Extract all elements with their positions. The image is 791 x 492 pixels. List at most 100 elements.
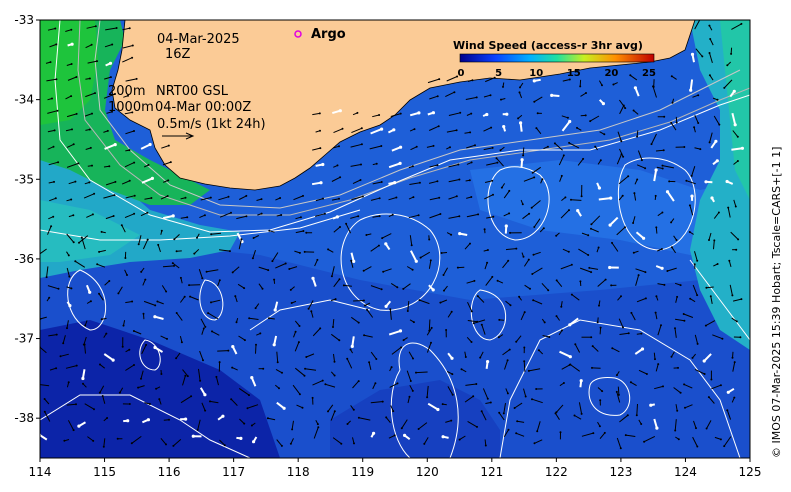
- vector-arrow-head: [268, 317, 270, 320]
- vector-arrow: [732, 362, 736, 372]
- vector-arrow-head: [601, 102, 606, 106]
- vector-arrow: [534, 96, 543, 103]
- vector-arrow-head: [243, 422, 246, 425]
- vector-arrow-head: [132, 330, 135, 332]
- vector-arrow: [406, 266, 413, 271]
- vector-arrow-head: [254, 307, 257, 310]
- vector-arrow-head: [146, 238, 149, 241]
- vector-arrow-head: [131, 111, 134, 114]
- vector-arrow-head: [380, 181, 383, 183]
- vector-arrow-head: [203, 393, 207, 397]
- vector-arrow-head: [70, 42, 74, 46]
- vector-arrow-head: [120, 224, 123, 227]
- vector-arrow: [141, 177, 153, 184]
- vector-arrow-head: [674, 327, 676, 330]
- vector-arrow-head: [154, 304, 157, 307]
- vector-arrow: [502, 260, 509, 269]
- vector-arrow-head: [175, 357, 178, 360]
- vector-arrow-head: [476, 425, 478, 428]
- vector-arrow-head: [671, 101, 674, 104]
- vector-arrow-head: [652, 85, 654, 88]
- vector-arrow-head: [210, 233, 213, 236]
- vector-arrow-head: [51, 97, 53, 100]
- vector-arrow: [182, 369, 189, 377]
- vector-arrow-head: [718, 123, 721, 126]
- vector-arrow-head: [88, 290, 92, 294]
- vector-arrow-head: [419, 256, 422, 259]
- vector-arrow-head: [333, 410, 336, 413]
- vector-arrow: [180, 216, 188, 219]
- vector-arrow-head: [670, 221, 673, 224]
- vector-arrow-head: [50, 225, 53, 228]
- vector-arrow-head: [190, 395, 193, 398]
- vector-arrow-head: [609, 196, 613, 200]
- vector-arrow-head: [99, 363, 101, 366]
- vector-arrow: [713, 240, 715, 250]
- vector-arrow-head: [91, 112, 93, 115]
- vector-arrow-head: [597, 246, 600, 249]
- vector-arrow-head: [458, 438, 461, 441]
- vector-arrow-head: [426, 396, 429, 399]
- vector-arrow-head: [148, 142, 152, 147]
- vector-arrow-head: [398, 329, 403, 333]
- vector-arrow-head: [334, 298, 337, 301]
- vector-arrow-head: [84, 324, 87, 327]
- colorbar-ticks: 0 5 10 15 20 25: [458, 68, 656, 79]
- vector-arrow: [448, 195, 457, 200]
- vector-arrow-head: [677, 366, 679, 369]
- vector-arrow: [138, 235, 142, 245]
- vector-arrow: [505, 248, 517, 251]
- x-tick-label: 119: [351, 465, 374, 479]
- vector-arrow-head: [321, 162, 325, 167]
- x-tick-label: 114: [29, 465, 52, 479]
- vector-arrow-head: [627, 332, 630, 335]
- vector-arrow: [141, 344, 147, 355]
- vector-arrow-head: [271, 260, 274, 263]
- vector-arrow: [275, 368, 283, 374]
- vector-arrow-head: [568, 78, 571, 81]
- vector-arrow-head: [445, 329, 448, 331]
- vector-arrow: [75, 260, 86, 268]
- vector-arrow: [47, 28, 56, 31]
- vector-arrow-head: [458, 178, 461, 181]
- vector-arrow: [390, 113, 401, 117]
- vector-arrow: [635, 274, 640, 286]
- vector-arrow-head: [702, 359, 706, 363]
- vector-arrow-head: [91, 164, 93, 167]
- vector-arrow-head: [663, 283, 666, 286]
- vector-arrow-head: [708, 74, 711, 77]
- vector-arrow-head: [112, 215, 115, 217]
- vector-arrow-head: [710, 196, 714, 200]
- vector-arrow: [267, 417, 276, 421]
- vector-arrow: [238, 195, 247, 200]
- vector-arrow-head: [733, 123, 737, 127]
- vector-arrow-head: [624, 434, 627, 437]
- vector-arrow-head: [459, 111, 462, 114]
- vector-arrow-head: [509, 231, 512, 234]
- vector-arrow-head: [645, 373, 648, 375]
- vector-arrow-head: [436, 180, 439, 183]
- y-tick-label: -34: [14, 93, 34, 107]
- vector-arrow-head: [523, 346, 526, 349]
- vector-arrow: [217, 280, 221, 287]
- vector-arrow-head: [375, 358, 378, 360]
- vector-arrow-head: [456, 266, 459, 269]
- vector-arrow-head: [63, 439, 66, 442]
- vector-arrow: [352, 437, 355, 444]
- vector-arrow: [694, 368, 705, 375]
- vector-arrow-head: [579, 280, 582, 283]
- vector-arrow-head: [582, 157, 585, 160]
- vector-arrow: [237, 283, 245, 289]
- vector-arrow: [426, 327, 433, 336]
- vector-arrow-head: [441, 435, 445, 439]
- vector-arrow: [44, 411, 51, 422]
- vector-arrow: [122, 45, 133, 49]
- vector-arrow: [657, 283, 665, 286]
- vector-arrow-head: [66, 327, 68, 330]
- vector-arrow-head: [223, 444, 226, 447]
- vector-arrow: [312, 328, 321, 337]
- vector-arrow: [345, 223, 352, 234]
- vector-arrow-head: [413, 128, 416, 131]
- vector-arrow-head: [316, 423, 319, 426]
- vector-arrow-head: [726, 64, 729, 67]
